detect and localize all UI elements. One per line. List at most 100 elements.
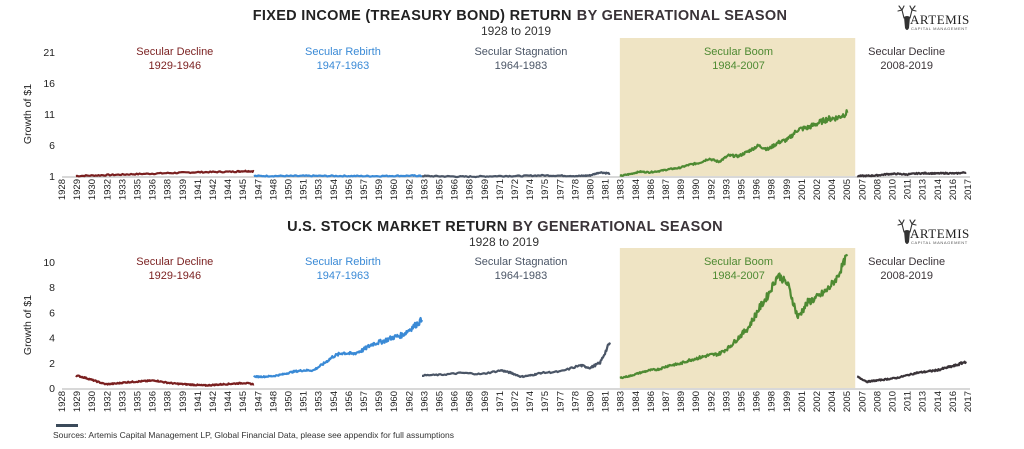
series-line xyxy=(421,171,611,179)
x-tick-label: 1942 xyxy=(208,179,219,200)
x-tick-label: 1930 xyxy=(87,179,98,200)
series-line xyxy=(856,171,967,178)
boom-shading xyxy=(619,38,856,176)
x-tick-label: 1959 xyxy=(374,391,385,412)
x-tick-label: 1945 xyxy=(238,179,249,200)
axis-marker xyxy=(56,424,78,427)
x-tick-label: 2011 xyxy=(903,179,914,199)
x-tick-label: 2014 xyxy=(933,391,944,412)
y-axis-label: Growth of $1 xyxy=(22,295,34,355)
chart-title: FIXED INCOME (TREASURY BOND) RETURN BY GE… xyxy=(253,8,787,24)
x-tick-label: 1968 xyxy=(465,391,476,412)
x-tick-label: 1968 xyxy=(465,179,476,200)
x-tick-label: 1932 xyxy=(102,179,113,200)
x-tick-label: 1993 xyxy=(721,391,732,412)
x-tick-label: 2008 xyxy=(872,179,883,200)
x-tick-label: 1974 xyxy=(525,179,536,200)
x-tick-label: 1948 xyxy=(268,179,279,200)
x-tick-label: 1945 xyxy=(238,391,249,412)
x-tick-label: 1962 xyxy=(404,179,415,200)
x-tick-label: 1929 xyxy=(72,391,83,412)
x-tick-label: 1957 xyxy=(359,391,370,412)
x-tick-label: 1959 xyxy=(374,179,385,200)
y-tick-label: 11 xyxy=(44,109,55,121)
era-label-name: Secular Boom xyxy=(704,46,773,58)
x-tick-label: 1977 xyxy=(555,179,566,200)
x-tick-label: 2016 xyxy=(948,179,959,200)
x-tick-label: 1983 xyxy=(616,179,627,200)
x-tick-label: 1969 xyxy=(480,179,491,200)
era-label-name: Secular Rebirth xyxy=(305,46,381,58)
x-tick-label: 1954 xyxy=(329,179,340,200)
x-tick-label: 2001 xyxy=(797,179,808,200)
series-line xyxy=(75,374,255,387)
x-tick-label: 1950 xyxy=(284,391,295,412)
x-tick-label: 1933 xyxy=(117,391,128,412)
x-tick-label: 1936 xyxy=(148,391,159,412)
x-tick-label: 1939 xyxy=(178,179,189,200)
x-tick-label: 1957 xyxy=(359,179,370,200)
x-tick-label: 1969 xyxy=(480,391,491,412)
x-tick-label: 1981 xyxy=(601,179,612,200)
y-tick-label: 1 xyxy=(49,171,55,183)
y-tick-label: 21 xyxy=(43,47,55,59)
logo-name: ARTEMIS xyxy=(910,226,970,241)
chart-title-main: U.S. STOCK MARKET RETURN xyxy=(287,219,507,235)
x-tick-label: 1987 xyxy=(661,391,672,412)
x-tick-label: 1965 xyxy=(435,179,446,200)
y-tick-label: 4 xyxy=(49,333,55,345)
x-tick-label: 2016 xyxy=(948,391,959,412)
x-tick-label: 2017 xyxy=(963,391,974,412)
x-tick-label: 1942 xyxy=(208,391,219,412)
y-tick-label: 6 xyxy=(49,140,55,152)
x-tick-label: 1947 xyxy=(253,179,264,200)
x-tick-label: 1975 xyxy=(540,179,551,200)
x-tick-label: 2007 xyxy=(857,391,868,412)
x-tick-label: 1992 xyxy=(706,179,717,200)
x-tick-label: 1990 xyxy=(691,179,702,200)
x-tick-label: 2010 xyxy=(888,391,899,412)
era-label-name: Secular Rebirth xyxy=(305,256,381,268)
x-tick-label: 1960 xyxy=(389,179,400,200)
x-tick-label: 1953 xyxy=(314,179,325,200)
era-label-years: 1984-2007 xyxy=(712,60,765,72)
x-tick-label: 1975 xyxy=(540,391,551,412)
y-tick-label: 6 xyxy=(49,307,55,319)
x-tick-label: 1972 xyxy=(510,391,521,412)
x-tick-label: 2011 xyxy=(903,391,914,411)
boom-shading xyxy=(619,248,856,388)
x-tick-label: 1954 xyxy=(329,391,340,412)
logo-tagline: CAPITAL MANAGEMENT xyxy=(911,26,968,31)
chart-subtitle: 1928 to 2019 xyxy=(469,235,539,249)
fixed-income-chart: FIXED INCOME (TREASURY BOND) RETURN BY GE… xyxy=(22,8,974,200)
x-tick-label: 2004 xyxy=(827,179,838,200)
x-tick-label: 1960 xyxy=(389,391,400,412)
x-tick-label: 1948 xyxy=(268,391,279,412)
x-tick-label: 2010 xyxy=(888,179,899,200)
x-tick-label: 1941 xyxy=(193,179,204,200)
logo-name: ARTEMIS xyxy=(910,12,970,27)
x-tick-label: 1930 xyxy=(87,391,98,412)
x-tick-label: 1978 xyxy=(570,391,581,412)
series-line xyxy=(253,174,423,178)
x-tick-label: 1953 xyxy=(314,391,325,412)
x-tick-label: 1980 xyxy=(586,391,597,412)
stag-antlers-icon xyxy=(897,5,917,30)
x-tick-label: 1932 xyxy=(102,391,113,412)
era-label-years: 1964-1983 xyxy=(495,60,548,72)
x-tick-label: 2014 xyxy=(933,179,944,200)
x-tick-label: 1935 xyxy=(133,391,144,412)
x-tick-label: 1983 xyxy=(616,391,627,412)
y-tick-label: 8 xyxy=(49,282,55,294)
x-tick-label: 1944 xyxy=(223,179,234,200)
era-label-years: 1929-1946 xyxy=(148,270,201,282)
x-tick-label: 1986 xyxy=(646,391,657,412)
y-axis-label: Growth of $1 xyxy=(22,84,34,144)
x-tick-label: 1935 xyxy=(133,179,144,200)
x-tick-label: 1950 xyxy=(284,179,295,200)
antler-right xyxy=(909,5,917,19)
series-line xyxy=(856,360,967,384)
x-tick-label: 1984 xyxy=(631,179,642,200)
x-tick-label: 1998 xyxy=(767,179,778,200)
